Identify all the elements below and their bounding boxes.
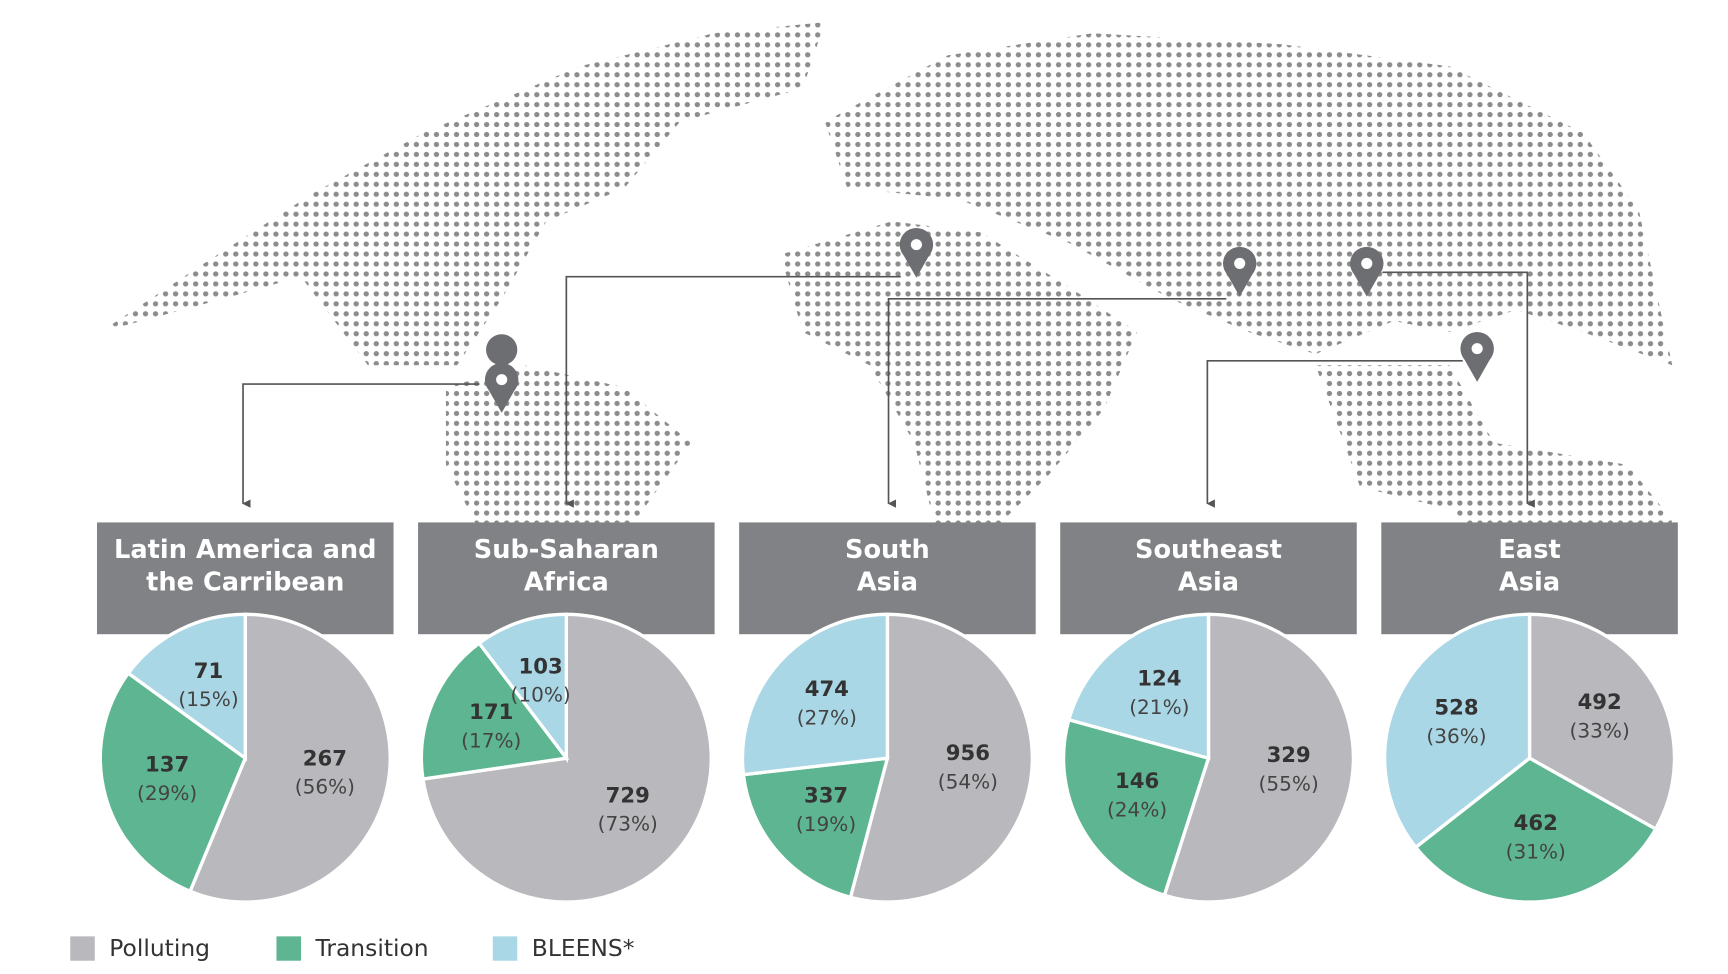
pie-slice — [187, 612, 392, 904]
percent-label: (15%) — [178, 687, 238, 711]
value-label: 137 — [145, 752, 189, 777]
value-label: 329 — [1267, 742, 1311, 767]
percent-label: (21%) — [1129, 695, 1189, 719]
value-label: 71 — [194, 658, 223, 683]
value-label: 171 — [469, 699, 513, 724]
legend-label: Polluting — [109, 935, 210, 962]
legend-swatch — [70, 936, 95, 961]
value-label: 103 — [519, 653, 563, 678]
pie-slice — [1527, 612, 1677, 832]
value-label: 146 — [1115, 768, 1159, 793]
pie-slice — [740, 612, 890, 777]
percent-label: (36%) — [1426, 724, 1486, 748]
value-label: 337 — [804, 783, 848, 808]
percent-label: (10%) — [510, 683, 570, 707]
percent-label: (33%) — [1570, 719, 1630, 743]
value-label: 267 — [303, 745, 347, 770]
region-title: Latin America and — [114, 535, 376, 565]
percent-label: (54%) — [938, 769, 998, 793]
value-label: 474 — [805, 676, 849, 701]
region-title: South — [845, 535, 930, 565]
pie-slice — [419, 640, 570, 781]
pie-slice — [1066, 612, 1211, 761]
pie-slice — [848, 612, 1035, 904]
value-label: 492 — [1578, 689, 1622, 714]
legend-swatch — [276, 936, 302, 961]
percent-label: (29%) — [137, 781, 197, 805]
value-label: 462 — [1514, 810, 1558, 835]
legend-label: BLEENS* — [532, 935, 635, 962]
legend-swatch — [492, 936, 518, 961]
region-title: the Carribean — [146, 567, 344, 597]
percent-label: (55%) — [1259, 772, 1319, 796]
value-label: 124 — [1137, 666, 1181, 691]
pie-slice — [1162, 612, 1356, 904]
legend-label: Transition — [314, 935, 428, 962]
pie-slice — [1413, 756, 1658, 904]
region-title: Southeast — [1135, 535, 1282, 565]
pie-slice — [125, 612, 247, 762]
value-label: 528 — [1434, 695, 1478, 720]
region-title: Asia — [857, 567, 918, 597]
value-label: 956 — [946, 740, 990, 765]
pie-slice — [741, 756, 890, 900]
region-title: East — [1498, 535, 1560, 565]
region-title: Sub-Saharan — [474, 535, 659, 565]
percent-label: (24%) — [1107, 797, 1167, 821]
region-title: Asia — [1178, 567, 1239, 597]
region-title: Africa — [524, 567, 609, 597]
percent-label: (19%) — [796, 812, 856, 836]
pie-slice — [98, 670, 248, 894]
percent-label: (56%) — [295, 775, 355, 799]
connector-arrows — [242, 271, 1535, 508]
percent-label: (27%) — [797, 705, 857, 729]
percent-label: (17%) — [461, 728, 521, 752]
value-label: 729 — [606, 783, 650, 808]
pie-slice — [476, 612, 569, 764]
percent-label: (73%) — [598, 812, 658, 836]
pie-slice — [1061, 717, 1211, 898]
pie-slice — [1382, 612, 1532, 850]
region-pins — [484, 228, 1494, 413]
percent-label: (31%) — [1506, 839, 1566, 863]
region-title: Asia — [1499, 567, 1560, 597]
